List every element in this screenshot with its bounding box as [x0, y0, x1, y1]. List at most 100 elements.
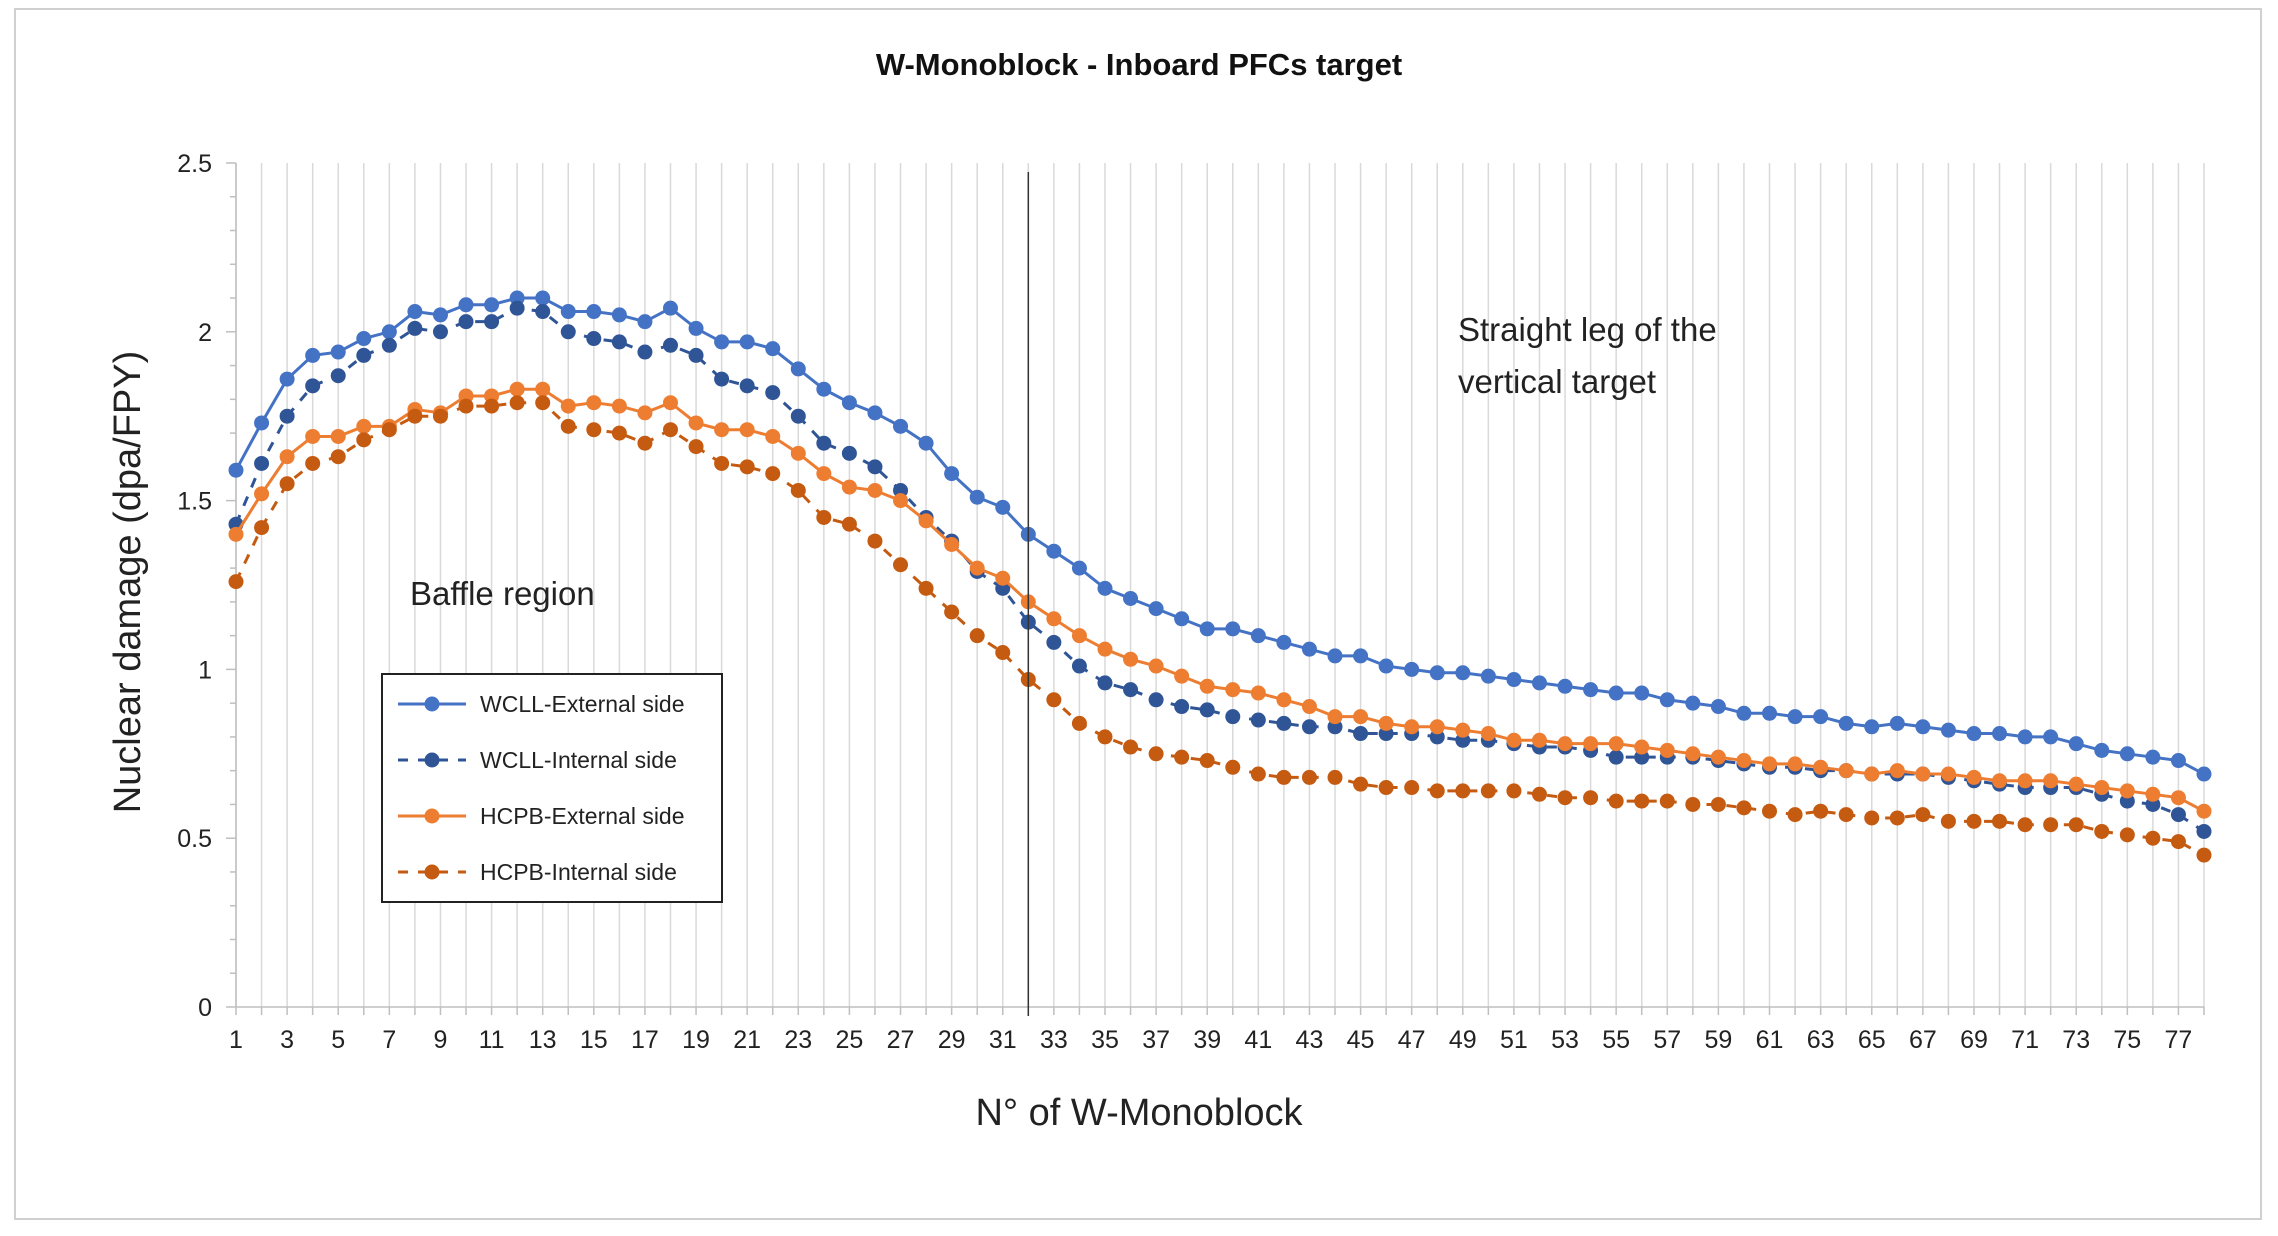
series-layer — [228, 290, 2212, 863]
data-point — [2094, 780, 2110, 796]
x-tick-label: 13 — [529, 1026, 557, 1054]
x-tick-label: 25 — [835, 1026, 863, 1054]
data-point — [254, 520, 270, 536]
data-point — [1966, 769, 1982, 785]
data-point — [509, 395, 525, 411]
data-point — [2068, 776, 2084, 792]
legend-label: HCPB-Internal side — [480, 859, 677, 885]
x-tick-label: 29 — [938, 1026, 966, 1054]
data-point — [1174, 611, 1190, 627]
legend-entry: WCLL-Internal side — [398, 747, 677, 773]
data-point — [1506, 672, 1522, 688]
data-point — [1429, 719, 1445, 735]
data-point — [586, 422, 602, 438]
data-point — [356, 331, 372, 347]
data-point — [407, 320, 423, 336]
data-point — [1608, 685, 1624, 701]
data-point — [1915, 719, 1931, 735]
data-point — [1301, 641, 1317, 657]
data-point — [1455, 665, 1471, 681]
data-point — [1378, 658, 1394, 674]
x-tick-label: 37 — [1142, 1026, 1170, 1054]
data-point — [867, 533, 883, 549]
data-point — [662, 422, 678, 438]
data-point — [381, 422, 397, 438]
data-point — [1071, 658, 1087, 674]
data-point — [1634, 793, 1650, 809]
x-tick-label: 9 — [434, 1026, 448, 1054]
data-point — [279, 449, 295, 465]
data-point — [1787, 807, 1803, 823]
data-point — [1429, 665, 1445, 681]
data-point — [1992, 726, 2008, 742]
data-point — [1199, 621, 1215, 637]
annotation-layer: Baffle region Straight leg of the vertic… — [410, 172, 1717, 1016]
data-point — [1046, 611, 1062, 627]
data-point — [1071, 715, 1087, 731]
data-point — [1736, 705, 1752, 721]
data-point — [1097, 729, 1113, 745]
data-point — [790, 361, 806, 377]
data-point — [228, 574, 244, 590]
data-point — [1940, 766, 1956, 782]
data-point — [1838, 715, 1854, 731]
data-point — [1225, 621, 1241, 637]
data-point — [637, 314, 653, 330]
data-point — [2043, 773, 2059, 789]
legend: WCLL-External side WCLL-Internal side HCPB… — [381, 673, 723, 903]
data-point — [1940, 722, 1956, 738]
data-point — [484, 297, 500, 313]
data-point — [2170, 807, 2186, 823]
data-point — [356, 432, 372, 448]
data-point — [637, 405, 653, 421]
data-point — [535, 381, 551, 397]
data-point — [841, 445, 857, 461]
straight-leg-label-line2: vertical target — [1458, 363, 1656, 400]
data-point — [2017, 817, 2033, 833]
data-point — [1148, 746, 1164, 762]
data-point — [1889, 810, 1905, 826]
data-point — [305, 455, 321, 471]
data-point — [2017, 729, 2033, 745]
data-point — [1353, 726, 1369, 742]
data-point — [867, 482, 883, 498]
data-point — [688, 347, 704, 363]
data-point — [1455, 722, 1471, 738]
x-tick-label: 47 — [1398, 1026, 1426, 1054]
legend-marker — [424, 864, 440, 880]
data-point — [586, 395, 602, 411]
x-tick-label: 27 — [887, 1026, 915, 1054]
data-point — [1992, 773, 2008, 789]
data-point — [1301, 699, 1317, 715]
data-point — [407, 304, 423, 320]
data-point — [1787, 709, 1803, 725]
x-tick-label: 11 — [479, 1026, 505, 1054]
legend-entry: HCPB-External side — [398, 803, 685, 829]
data-point — [586, 304, 602, 320]
data-point — [995, 570, 1011, 586]
data-point — [356, 347, 372, 363]
data-point — [1046, 543, 1062, 559]
data-point — [432, 408, 448, 424]
data-point — [1557, 736, 1573, 752]
legend-label: WCLL-Internal side — [480, 747, 677, 773]
data-point — [944, 604, 960, 620]
data-point — [1762, 705, 1778, 721]
data-point — [1864, 766, 1880, 782]
data-point — [1915, 766, 1931, 782]
data-point — [458, 398, 474, 414]
legend-marker — [424, 696, 440, 712]
legend-entry: WCLL-External side — [398, 691, 685, 717]
x-tick-label: 61 — [1756, 1026, 1784, 1054]
data-point — [586, 331, 602, 347]
y-tick-label: 0 — [198, 994, 212, 1022]
data-point — [2170, 790, 2186, 806]
data-point — [1992, 813, 2008, 829]
data-point — [1531, 675, 1547, 691]
data-point — [1480, 783, 1496, 799]
data-point — [1199, 678, 1215, 694]
data-point — [2119, 827, 2135, 843]
data-point — [1531, 732, 1547, 748]
data-point — [765, 341, 781, 357]
data-point — [688, 415, 704, 431]
